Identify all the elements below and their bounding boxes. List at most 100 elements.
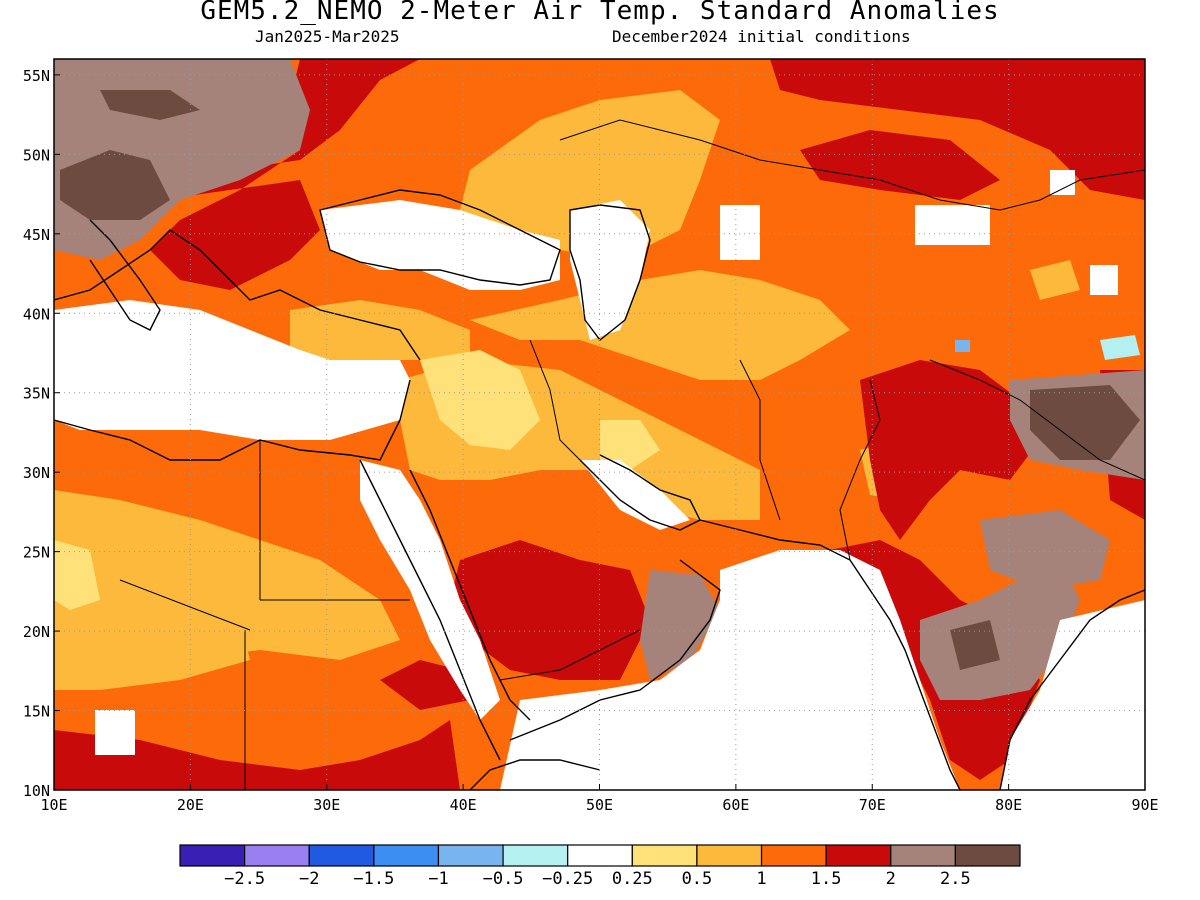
lon-tick-label: 40E	[450, 796, 477, 814]
colorbar-swatch	[696, 844, 763, 867]
lat-tick-label: 30N	[23, 464, 50, 482]
coast-horn	[469, 759, 601, 790]
border-iran-afghan	[739, 359, 781, 521]
field-europe-darkbrown	[60, 150, 170, 220]
field-gulf	[580, 460, 690, 530]
lat-tick-label: 55N	[23, 67, 50, 85]
colorbar-swatch	[825, 844, 892, 867]
colorbar-label: −2	[299, 869, 319, 889]
field-arabian-sea	[500, 550, 960, 790]
field-sahara-yellow	[54, 600, 250, 690]
field-light-yellow-2	[54, 540, 100, 610]
field-bay-bengal	[1000, 600, 1145, 790]
lat-tick-label: 35N	[23, 385, 50, 403]
lon-tick-label: 80E	[995, 796, 1022, 814]
colorbar-swatch	[631, 844, 698, 867]
x-axis: 10E 20E 30E 40E 50E 60E 70E 80E 90E	[40, 784, 1159, 814]
lat-tick-label: 20N	[23, 623, 50, 641]
lat-tick-label: 45N	[23, 226, 50, 244]
borders	[119, 119, 1145, 790]
coast-arabia-south	[509, 559, 721, 741]
colorbar-swatch	[954, 844, 1021, 867]
lon-tick-label: 50E	[586, 796, 613, 814]
coast-persian-gulf	[579, 454, 701, 531]
lat-tick-label: 10N	[23, 782, 50, 800]
y-axis: 10N 15N 20N 25N 30N 35N 40N 45N 50N 55N	[23, 67, 60, 800]
lon-tick-label: 90E	[1131, 796, 1158, 814]
field-india-darkbrown	[950, 620, 1000, 670]
field-black-sea	[320, 200, 560, 290]
lat-tick-label: 50N	[23, 146, 50, 164]
coast-iran-south	[699, 519, 851, 561]
field-mediterranean	[54, 300, 410, 440]
colorbar-swatch	[244, 844, 310, 867]
field-kazakh-red	[800, 130, 1000, 200]
coast-mediterranean-north	[54, 229, 421, 361]
colorbar-swatch	[373, 844, 440, 867]
coast-india-east	[999, 589, 1145, 790]
colorbar-label: −1.5	[353, 869, 394, 889]
field-oman-brown	[640, 570, 720, 680]
coast-red-sea-east	[409, 469, 531, 721]
border-china-mongolia	[999, 169, 1145, 211]
colorbar-label: 1.5	[811, 869, 842, 889]
initial-conditions: December2024 initial conditions	[612, 27, 911, 46]
field-aral	[720, 205, 760, 260]
colorbar: −2.5 −2 −1.5 −1 −0.5 −0.25 0.25 0.5 1 1.5 2 2.5	[179, 844, 1021, 889]
colorbar-label: 1	[756, 869, 766, 889]
border-iran-iraq	[529, 339, 591, 471]
lon-tick-label: 10E	[40, 796, 67, 814]
field-light-yellow-3	[600, 420, 660, 470]
field-europe-red	[150, 59, 420, 290]
colorbar-label: −1	[428, 869, 448, 889]
coast-red-sea-west	[359, 459, 501, 761]
field-turkey-yellow	[290, 300, 470, 360]
colorbar-swatch	[437, 844, 504, 867]
field-red-sea	[360, 460, 500, 720]
field-tibet-yellow	[1030, 260, 1080, 300]
field-sahel-red	[54, 720, 460, 790]
field-tibet-darkbrown	[1030, 385, 1140, 460]
lat-tick-label: 15N	[23, 703, 50, 721]
field-small-white-1	[95, 710, 135, 755]
colorbar-label: 2.5	[940, 869, 971, 889]
field-yemen-red	[380, 660, 470, 710]
colorbar-swatch	[760, 844, 827, 867]
lon-tick-label: 60E	[722, 796, 749, 814]
colorbar-label: −0.25	[542, 869, 593, 889]
border-saudi-yemen	[499, 629, 641, 681]
field-bengal-brown	[980, 510, 1110, 590]
colorbar-label: 0.5	[682, 869, 713, 889]
colorbar-swatch	[179, 844, 246, 867]
lat-tick-label: 25N	[23, 544, 50, 562]
colorbar-label: −2.5	[224, 869, 265, 889]
valid-period: Jan2025-Mar2025	[255, 27, 400, 46]
border-pakistan-india	[839, 379, 881, 561]
field-iran-yellow	[470, 270, 850, 380]
lon-tick-label: 20E	[177, 796, 204, 814]
field-india-red	[860, 360, 1040, 540]
field-small-white-3	[1090, 265, 1118, 295]
field-cyan-patch-2	[955, 340, 970, 352]
coast-italy	[89, 219, 161, 331]
lon-tick-label: 30E	[313, 796, 340, 814]
chart-title: GEM5.2_NEMO 2-Meter Air Temp. Standard A…	[200, 0, 1000, 26]
colorbar-label: −0.5	[483, 869, 524, 889]
colorbar-swatch	[890, 844, 956, 867]
coast-india-west	[849, 559, 961, 790]
lat-tick-label: 40N	[23, 305, 50, 323]
field-europe-darkbrown-2	[100, 90, 200, 120]
colorbar-label: 0.25	[612, 869, 653, 889]
field-balkhash	[915, 205, 990, 245]
colorbar-swatch	[502, 844, 569, 867]
grid-lines	[54, 59, 1145, 790]
coast-caspian	[569, 204, 651, 341]
field-cyan-patch	[1100, 335, 1140, 360]
colorbar-label: 2	[886, 869, 896, 889]
border-kazakh	[559, 119, 1001, 211]
border-himalaya	[929, 359, 1145, 481]
field-central-asia-yellow	[460, 90, 720, 260]
lon-tick-label: 70E	[859, 796, 886, 814]
field-siberia-red	[770, 59, 1145, 200]
